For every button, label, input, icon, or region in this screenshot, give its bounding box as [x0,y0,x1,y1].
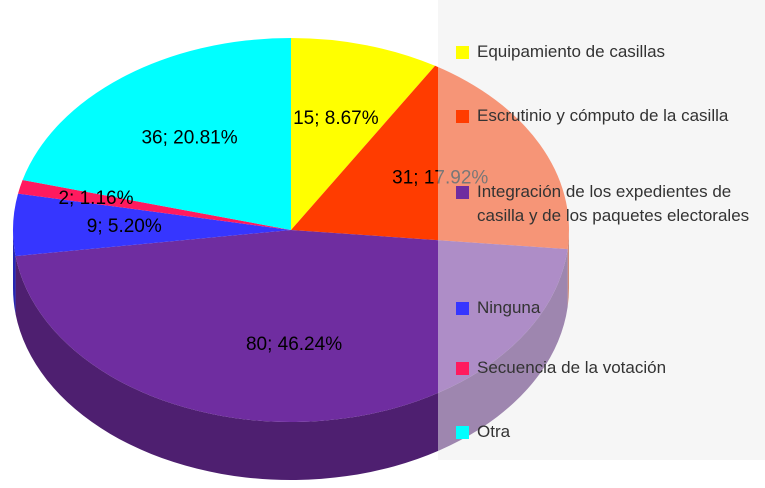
legend-swatch [456,302,469,315]
legend-label: Secuencia de la votación [477,358,667,377]
data-label: 36; 20.81% [141,128,237,149]
legend-label: Integración de los expedientes de casill… [477,182,750,225]
data-label: 80; 46.24% [246,334,342,355]
slice [291,38,436,230]
slice-side [15,249,568,480]
legend-item: Secuencia de la votación [456,356,756,380]
data-label: 15; 8.67% [293,108,379,129]
slice [18,180,292,230]
slice [22,38,291,230]
slice [15,230,568,422]
legend-label: Escrutinio y cómputo de la casilla [477,106,729,125]
legend-item: Escrutinio y cómputo de la casilla [456,104,756,128]
data-label: 2; 1.16% [58,188,133,209]
legend-item: Ninguna [456,296,756,320]
slice-side [13,230,16,315]
data-label: 9; 5.20% [87,216,162,237]
slice [12,193,291,257]
legend-item: Otra [456,420,756,444]
legend-label: Equipamiento de casillas [477,42,666,61]
legend-swatch [456,110,469,123]
legend-swatch [456,46,469,59]
legend: Equipamiento de casillas Escrutinio y cóm… [438,0,765,460]
legend-swatch [456,186,469,199]
legend-item: Equipamiento de casillas [456,40,756,64]
legend-swatch [456,426,469,439]
legend-label: Ninguna [477,298,541,317]
legend-label: Otra [477,422,511,441]
legend-swatch [456,362,469,375]
legend-item: Integración de los expedientes de casill… [456,180,756,228]
